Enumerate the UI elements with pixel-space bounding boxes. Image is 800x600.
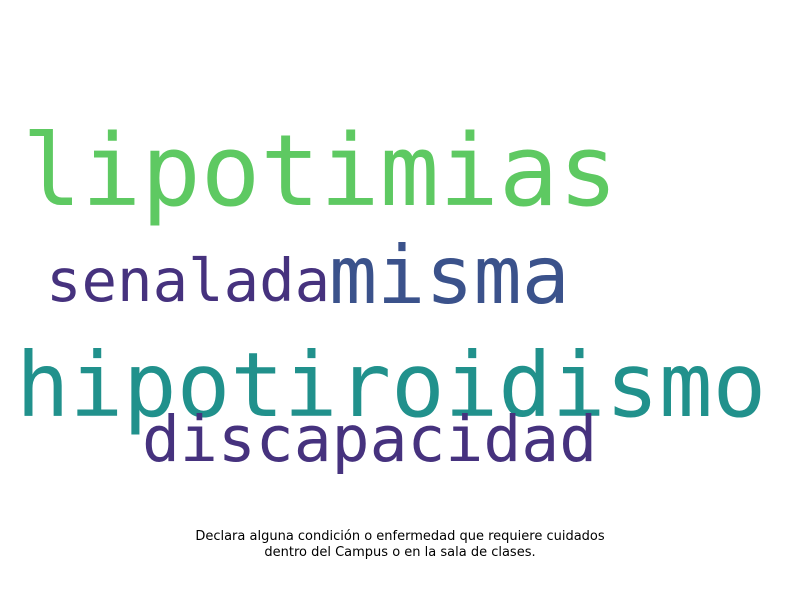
word-discapacidad: discapacidad bbox=[142, 403, 598, 476]
word-lipotimias: lipotimias bbox=[22, 114, 619, 229]
caption-line-1: Declara alguna condición o enfermedad qu… bbox=[195, 529, 605, 544]
word-hipotiroidismo: hipotiroidismo bbox=[16, 333, 767, 437]
word-senalada: senalada bbox=[46, 246, 331, 315]
word-misma: misma bbox=[329, 229, 570, 322]
caption: Declara alguna condición o enfermedad qu… bbox=[0, 529, 800, 561]
caption-line-2: dentro del Campus o en la sala de clases… bbox=[264, 545, 536, 560]
